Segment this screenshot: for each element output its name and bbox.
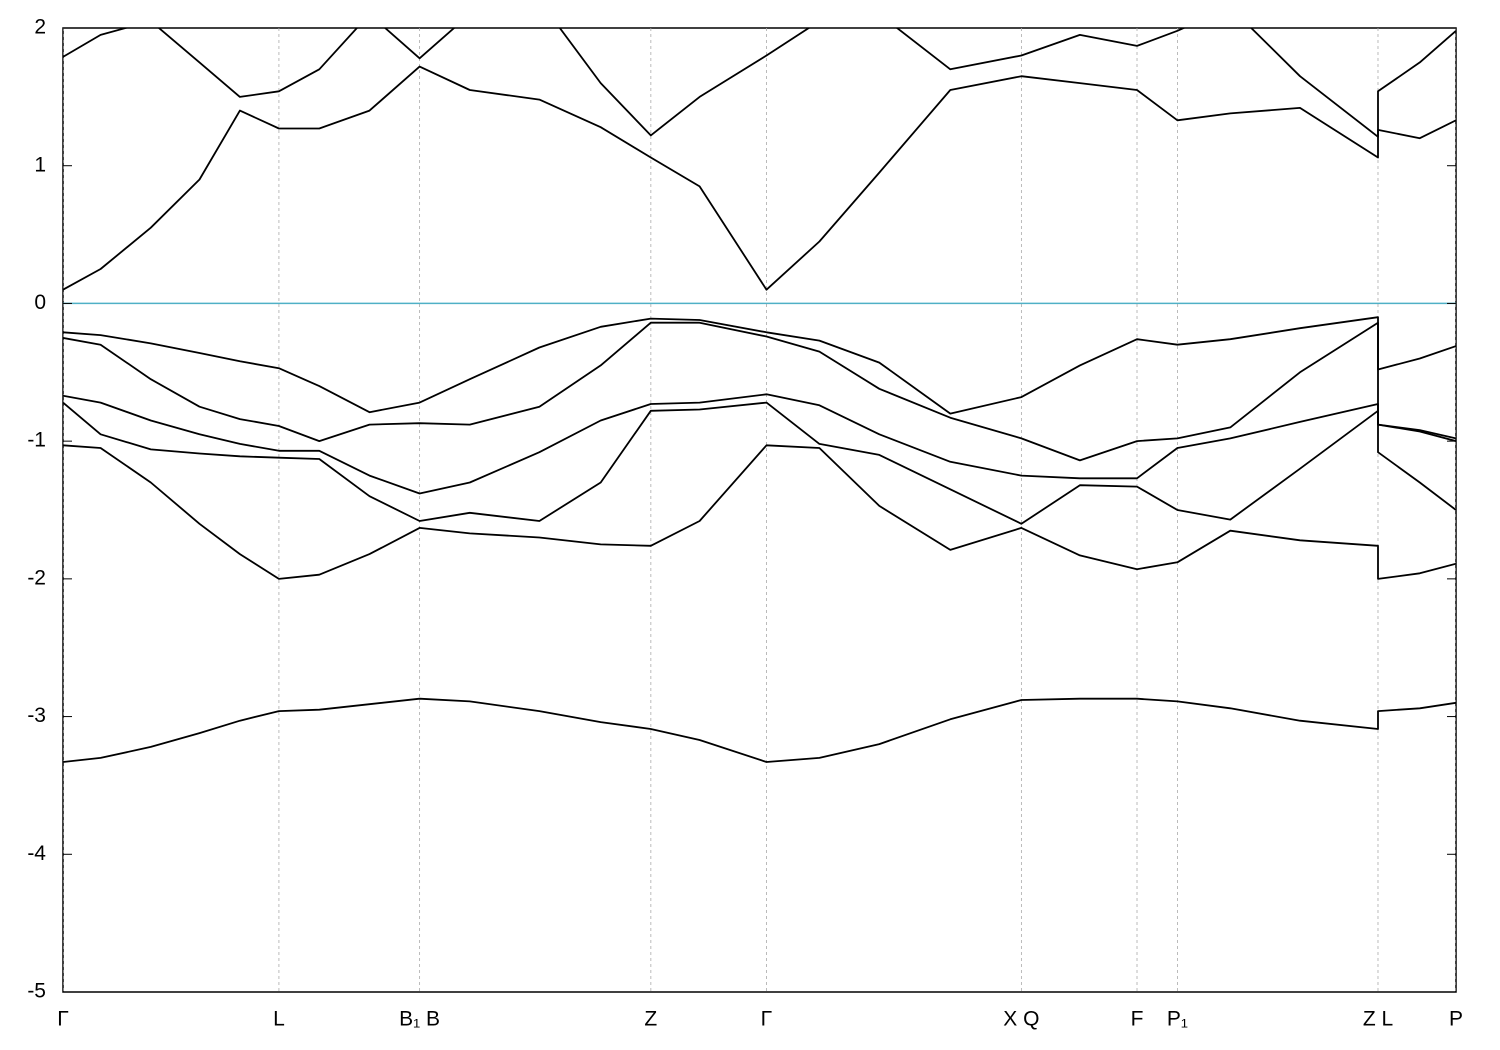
x-tick-label: B₁ B [399, 1008, 440, 1031]
x-tick-label: L [273, 1008, 285, 1031]
plot-area [63, 28, 1456, 992]
band-line [63, 321, 1456, 462]
band-line [63, 444, 1456, 580]
x-tick-label: P [1449, 1008, 1463, 1031]
y-tick-label: -1 [27, 429, 46, 452]
band-line [63, 697, 1456, 763]
x-tick-label: F [1131, 1008, 1144, 1031]
x-tick-label: Γ [761, 1008, 773, 1031]
band-line [63, 316, 1456, 415]
band-line [63, 393, 1456, 495]
x-tick-label: Z L [1363, 1008, 1393, 1031]
band-line [63, 28, 1456, 138]
x-tick-label: X Q [1003, 1008, 1039, 1031]
x-tick-label: Z [644, 1008, 657, 1031]
x-tick-label: P₁ [1167, 1008, 1188, 1031]
x-tick-label: Γ [57, 1008, 69, 1031]
y-tick-label: -3 [27, 704, 46, 727]
y-tick-label: 2 [34, 16, 46, 39]
band-line [63, 401, 1456, 525]
y-tick-label: -4 [27, 842, 46, 865]
band-line [63, 65, 1456, 291]
y-tick-label: -5 [27, 980, 46, 1003]
y-tick-label: 0 [34, 291, 46, 314]
plot-frame [62, 27, 1457, 993]
y-tick-label: 1 [34, 153, 46, 176]
y-tick-label: -2 [27, 566, 46, 589]
